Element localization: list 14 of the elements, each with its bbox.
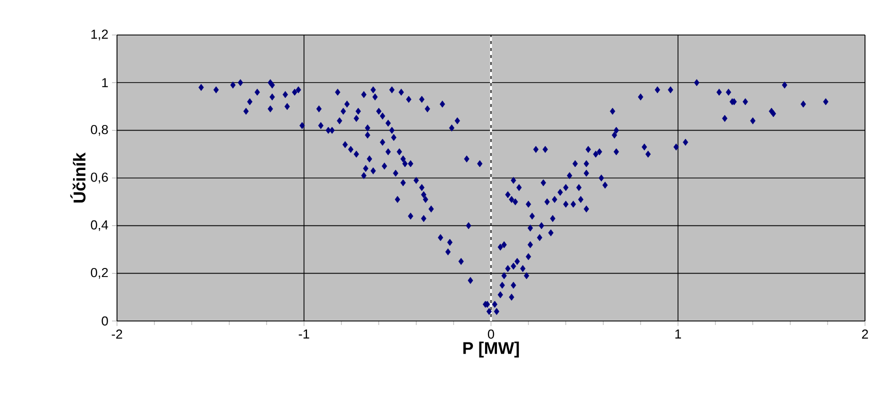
x-tick-label: 1 — [675, 330, 681, 338]
x-tick-label: 0 — [488, 330, 494, 339]
y-tick-label: 0,8 — [90, 124, 108, 136]
y-axis-title: Účiník — [70, 152, 86, 202]
y-tick-label: 0,2 — [90, 268, 108, 279]
x-axis-title: P [MW] — [463, 342, 519, 358]
x-tick-label: 2 — [862, 330, 868, 339]
y-tick-label: 1,2 — [91, 30, 108, 40]
x-tick-label: -1 — [298, 330, 310, 338]
y-tick-label: 0 — [102, 316, 108, 326]
y-tick-label: 1 — [102, 78, 108, 88]
y-tick-label: 0,6 — [90, 172, 108, 184]
y-tick-label: 0,4 — [90, 220, 108, 232]
x-tick-label: -2 — [112, 330, 122, 339]
